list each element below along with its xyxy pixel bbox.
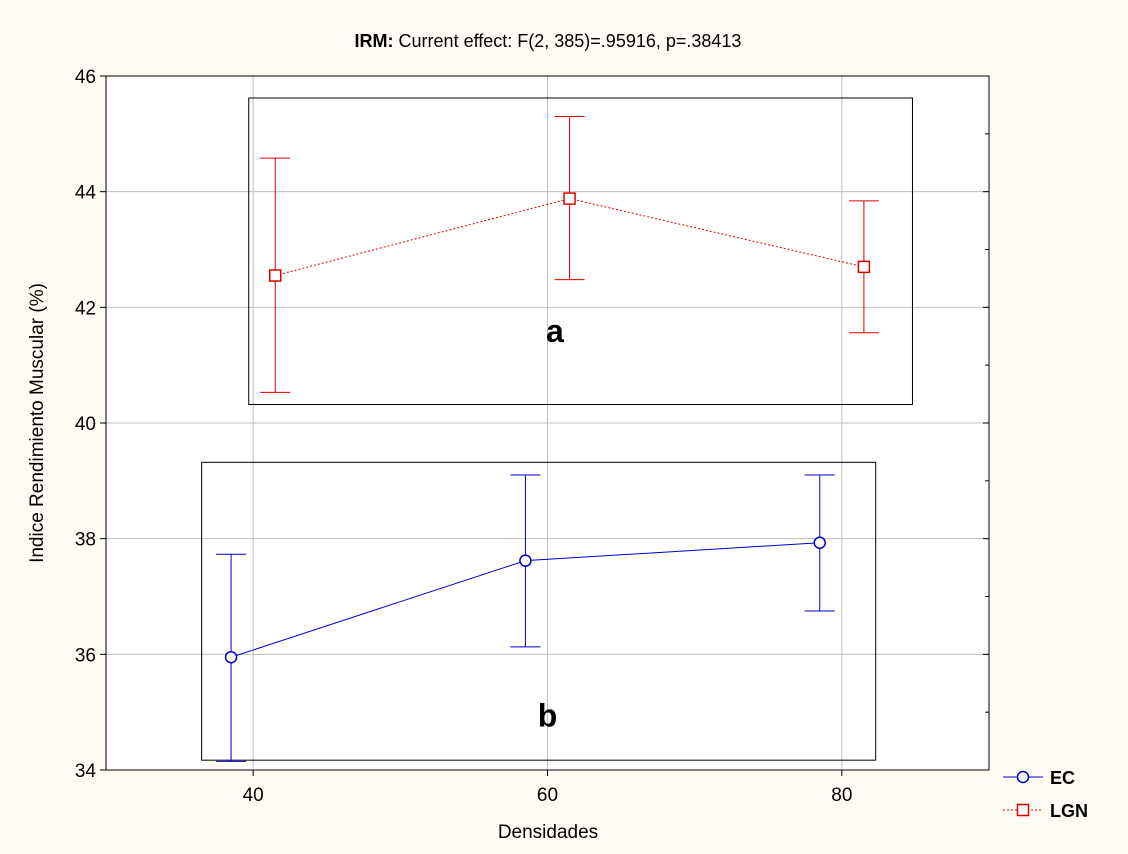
data-point <box>857 260 871 274</box>
y-tick-label: 34 <box>75 761 97 782</box>
chart-title-rest: Current effect: F(2, 385)=.95916, p=.384… <box>394 31 742 51</box>
x-tick-label: 80 <box>831 785 852 806</box>
series <box>216 115 879 762</box>
chart-title: IRM: Current effect: F(2, 385)=.95916, p… <box>355 31 742 51</box>
legend-marker <box>1016 803 1030 817</box>
group-label: a <box>546 313 564 349</box>
series-ec <box>216 474 835 762</box>
legend-label: EC <box>1050 768 1075 788</box>
y-tick-label: 36 <box>75 645 96 666</box>
x-tick-label: 60 <box>537 785 558 806</box>
y-tick-label: 46 <box>75 67 96 88</box>
data-point <box>813 536 827 549</box>
grid <box>106 76 989 770</box>
legend-item-ec: EC <box>1003 768 1075 788</box>
y-tick-label: 40 <box>75 414 96 435</box>
legend-marker <box>1016 770 1030 784</box>
y-tick-label: 38 <box>75 530 96 551</box>
y-tick-label: 44 <box>75 183 97 204</box>
group-label: b <box>538 698 558 734</box>
series-lgn <box>260 115 879 393</box>
y-tick-label: 42 <box>75 298 96 319</box>
x-axis: 40 60 80 <box>243 770 852 806</box>
y-axis-title: Indice Rendimiento Muscular (%) <box>27 283 48 563</box>
legend-label: LGN <box>1050 801 1088 821</box>
group-box <box>201 461 877 761</box>
chart-title-bold: IRM: <box>355 31 394 51</box>
data-point <box>268 269 282 282</box>
data-point <box>563 192 576 205</box>
group-boxes: ab <box>201 97 913 761</box>
y-axis: 34 36 38 40 42 44 46 <box>75 67 989 782</box>
data-point <box>224 650 238 664</box>
legend: EC LGN <box>1003 768 1088 821</box>
legend-item-lgn: LGN <box>1003 801 1088 821</box>
group-box <box>248 97 913 405</box>
x-axis-title: Densidades <box>498 822 598 843</box>
data-point <box>519 554 532 567</box>
x-tick-label: 40 <box>243 785 264 806</box>
